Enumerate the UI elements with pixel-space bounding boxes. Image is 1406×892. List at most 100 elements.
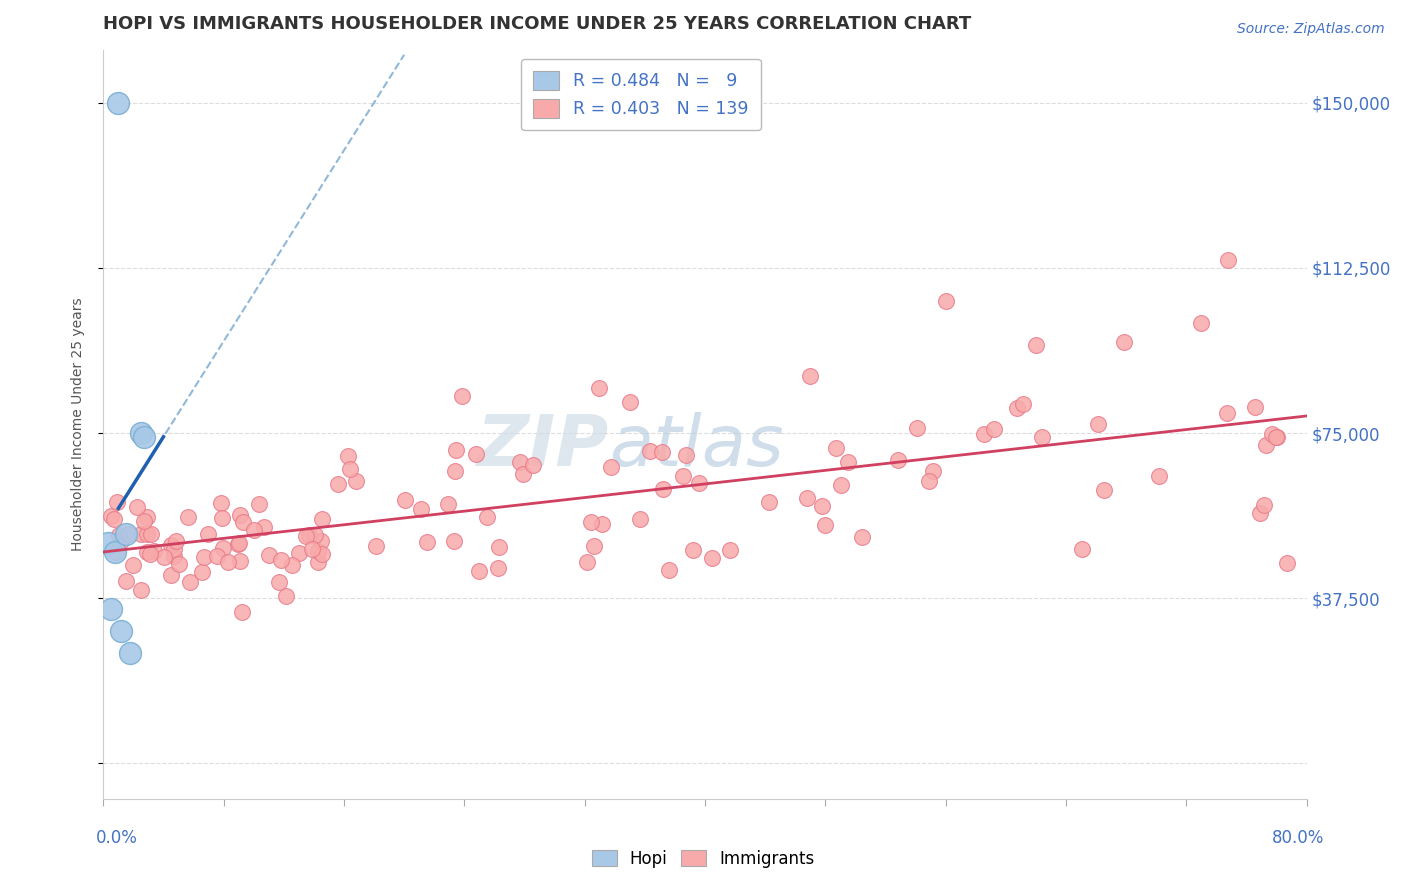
Point: [582, 539, 605, 553]
Point: [270, 553, 292, 567]
Point: [179, 575, 201, 590]
Point: [253, 520, 276, 534]
Point: [165, 533, 187, 548]
Point: [228, 508, 250, 523]
Point: [110, 624, 132, 639]
Point: [1265, 430, 1288, 444]
Point: [139, 547, 162, 561]
Point: [129, 527, 152, 541]
Point: [1031, 430, 1053, 444]
Point: [108, 527, 131, 541]
Point: [437, 497, 460, 511]
Point: [366, 539, 388, 553]
Point: [444, 464, 467, 478]
Point: [702, 550, 724, 565]
Point: [796, 491, 818, 505]
Point: [512, 467, 534, 481]
Point: [136, 545, 159, 559]
Point: [337, 449, 360, 463]
Point: [651, 445, 673, 459]
Point: [97, 536, 120, 550]
Point: [1216, 407, 1239, 421]
Point: [672, 468, 695, 483]
Point: [135, 527, 157, 541]
Point: [887, 452, 910, 467]
Point: [522, 458, 544, 472]
Point: [464, 447, 486, 461]
Point: [205, 549, 228, 564]
Point: [509, 455, 531, 469]
Point: [446, 442, 468, 457]
Point: [658, 563, 681, 577]
Point: [591, 516, 613, 531]
Point: [811, 499, 834, 513]
Point: [307, 544, 329, 558]
Point: [326, 477, 349, 491]
Point: [127, 500, 149, 515]
Point: [243, 523, 266, 537]
Point: [1070, 542, 1092, 557]
Point: [758, 494, 780, 508]
Point: [105, 545, 128, 559]
Point: [134, 515, 156, 529]
Point: [477, 510, 499, 524]
Point: [416, 535, 439, 549]
Point: [450, 389, 472, 403]
Point: [1249, 507, 1271, 521]
Point: [304, 528, 326, 542]
Point: [1025, 338, 1047, 352]
Point: [1260, 427, 1282, 442]
Point: [905, 420, 928, 434]
Point: [136, 510, 159, 524]
Point: [918, 474, 941, 488]
Point: [682, 543, 704, 558]
Point: [129, 582, 152, 597]
Point: [814, 518, 837, 533]
Point: [488, 540, 510, 554]
Point: [1254, 438, 1277, 452]
Point: [132, 430, 155, 444]
Point: [211, 510, 233, 524]
Point: [104, 545, 127, 559]
Point: [276, 589, 298, 603]
Point: [153, 550, 176, 565]
Point: [588, 380, 610, 394]
Point: [718, 543, 741, 558]
Text: HOPI VS IMMIGRANTS HOUSEHOLDER INCOME UNDER 25 YEARS CORRELATION CHART: HOPI VS IMMIGRANTS HOUSEHOLDER INCOME UN…: [103, 15, 972, 33]
Point: [142, 544, 165, 558]
Point: [115, 527, 138, 541]
Legend: Hopi, Immigrants: Hopi, Immigrants: [585, 844, 821, 875]
Point: [231, 515, 253, 529]
Point: [167, 558, 190, 572]
Point: [628, 511, 651, 525]
Point: [160, 538, 183, 552]
Legend: R = 0.484   N =   9, R = 0.403   N = 139: R = 0.484 N = 9, R = 0.403 N = 139: [522, 59, 761, 130]
Point: [259, 549, 281, 563]
Point: [301, 542, 323, 557]
Point: [1005, 401, 1028, 416]
Point: [837, 455, 859, 469]
Point: [486, 561, 509, 575]
Point: [110, 533, 132, 548]
Point: [394, 493, 416, 508]
Point: [298, 527, 321, 541]
Point: [1147, 469, 1170, 483]
Point: [638, 443, 661, 458]
Point: [651, 482, 673, 496]
Point: [139, 526, 162, 541]
Point: [409, 502, 432, 516]
Point: [280, 558, 302, 573]
Point: [1112, 334, 1135, 349]
Point: [247, 497, 270, 511]
Point: [311, 511, 333, 525]
Point: [231, 606, 253, 620]
Point: [830, 477, 852, 491]
Point: [1216, 253, 1239, 268]
Point: [122, 558, 145, 572]
Point: [163, 549, 186, 563]
Text: 80.0%: 80.0%: [1272, 829, 1324, 847]
Point: [675, 448, 697, 462]
Point: [267, 574, 290, 589]
Point: [288, 546, 311, 560]
Text: atlas: atlas: [609, 412, 783, 481]
